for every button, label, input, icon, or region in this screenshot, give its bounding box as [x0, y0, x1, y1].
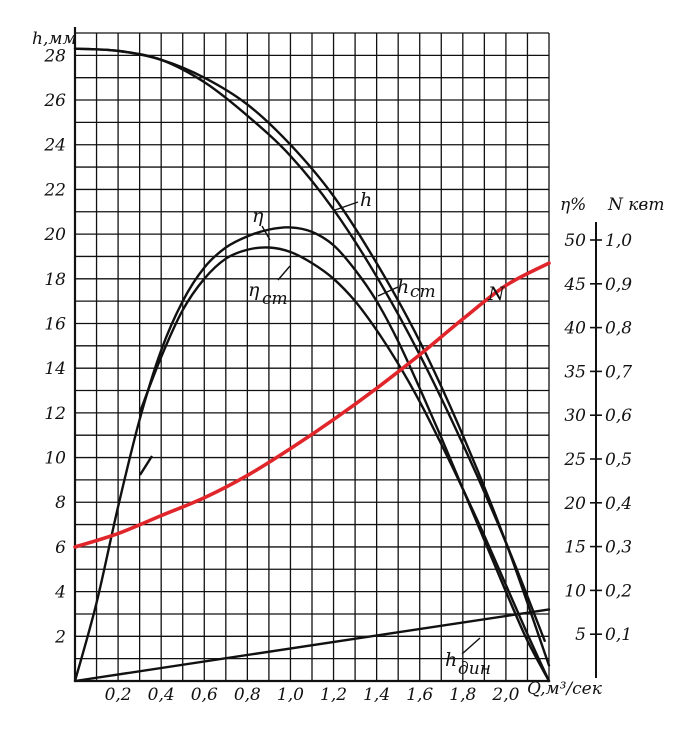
- y-tick-label-n: 0,6: [605, 406, 632, 426]
- y-tick-label: 8: [55, 493, 66, 513]
- leader-eta: [261, 225, 271, 241]
- y-tick-label-n: 0,1: [605, 625, 632, 645]
- y-tick-label-eta: 20: [563, 494, 586, 514]
- y-axis-right-eta-title: η%: [560, 195, 586, 215]
- label-h-din-sub: дин: [458, 659, 491, 679]
- leader-h-din: [461, 637, 481, 655]
- y-tick-label: 14: [44, 359, 66, 379]
- y-tick-label: 16: [44, 314, 66, 334]
- x-tick-label: 0,4: [148, 685, 175, 705]
- label-h-cm-sub: cm: [410, 282, 436, 302]
- y-tick-label-eta: 5: [575, 625, 586, 645]
- chart-axes: [73, 27, 602, 683]
- chart-series: [73, 47, 551, 683]
- y-tick-label: 4: [54, 583, 66, 603]
- y-tick-label-n: 0,4: [605, 494, 632, 514]
- series-eta-cm: [138, 246, 551, 683]
- leader-h: [334, 201, 359, 211]
- x-tick-label: 1,8: [449, 685, 476, 705]
- y-tick-label-n: 0,3: [605, 538, 632, 558]
- y-tick-label-n: 1,0: [605, 231, 632, 251]
- y-tick-label-n: 0,8: [605, 319, 632, 339]
- label-n: N: [487, 283, 506, 305]
- label-h-cm: h: [397, 276, 409, 298]
- label-h: h: [360, 189, 372, 211]
- eta-curve-marker: [138, 455, 154, 476]
- x-tick-label: 0,8: [234, 685, 261, 705]
- y-tick-label-n: 0,5: [605, 450, 632, 470]
- y-tick-label: 22: [43, 180, 66, 200]
- y-tick-label: 28: [43, 46, 66, 66]
- y-tick-label: 10: [44, 449, 66, 469]
- y-tick-label: 2: [54, 627, 66, 647]
- y-tick-label-eta: 15: [564, 538, 586, 558]
- y-axis-right-n-title: N квт: [607, 195, 664, 215]
- y-tick-label-eta: 50: [564, 231, 586, 251]
- y-tick-label: 20: [43, 225, 66, 245]
- series-h-cm: [73, 47, 546, 642]
- x-axis-title: Q,м³/сек: [527, 679, 603, 699]
- y-axis-left-title: h,мм: [32, 29, 77, 49]
- y-tick-label-eta: 40: [563, 319, 586, 339]
- x-tick-label: 1,6: [406, 685, 433, 705]
- label-eta: η: [252, 205, 264, 227]
- y-tick-label-n: 0,9: [605, 275, 632, 295]
- x-tick-label: 1,4: [363, 685, 390, 705]
- x-tick-label: 2,0: [491, 685, 519, 705]
- y-tick-label-n: 0,2: [605, 581, 632, 601]
- x-tick-label: 0,6: [191, 685, 218, 705]
- label-eta-cm: η: [248, 279, 260, 301]
- y-tick-label-eta: 10: [564, 581, 586, 601]
- chart-grid: [74, 32, 550, 682]
- label-eta-cm-sub: cm: [262, 289, 288, 309]
- y-tick-label-eta: 25: [563, 450, 586, 470]
- x-tick-label: 1,2: [320, 685, 347, 705]
- y-tick-label: 18: [44, 270, 66, 290]
- series-n: [73, 261, 551, 549]
- y-tick-label: 12: [44, 404, 66, 424]
- y-tick-label: 24: [43, 136, 66, 156]
- y-tick-label-eta: 45: [563, 275, 586, 295]
- y-tick-label-eta: 35: [564, 362, 586, 382]
- x-tick-label: 0,2: [105, 685, 132, 705]
- leader-h-cm: [377, 286, 399, 297]
- x-tick-label: 1,0: [277, 685, 304, 705]
- tick-labels: 5 0,1 10 0,2 15 0,3 20 0,4 25 0,5 30 0,6 35 0,7 40 0,8 4…: [43, 46, 632, 705]
- label-h-din: h: [445, 649, 457, 671]
- leader-eta-cm: [277, 265, 291, 281]
- y-tick-label: 6: [55, 538, 66, 558]
- y-tick-label-eta: 30: [564, 406, 586, 426]
- series-h-din: [73, 608, 551, 683]
- y-tick-label: 26: [43, 91, 66, 111]
- y-tick-label-n: 0,7: [605, 362, 632, 382]
